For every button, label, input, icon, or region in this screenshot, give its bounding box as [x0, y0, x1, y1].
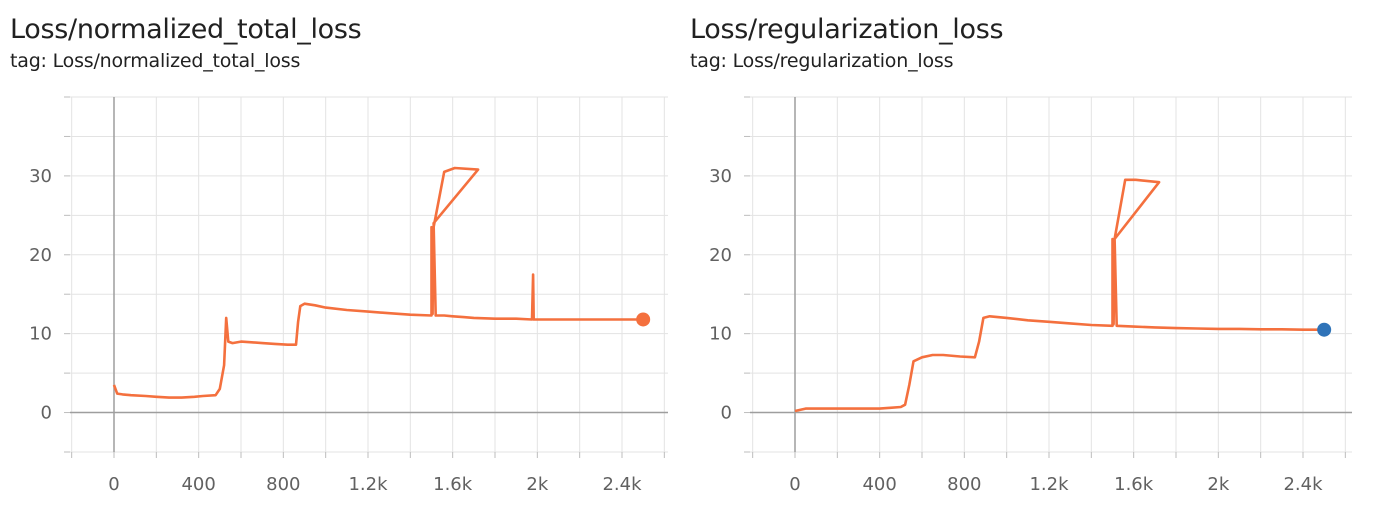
x-tick-label: 1.2k — [1029, 474, 1069, 495]
series-line — [794, 178, 1325, 413]
x-tick-label: 1.6k — [1114, 474, 1154, 495]
chart-tag: tag: Loss/regularization_loss — [690, 50, 954, 72]
x-tick-label: 0 — [108, 474, 119, 495]
y-tick-label: 30 — [709, 166, 732, 187]
y-tick-label: 30 — [29, 166, 52, 187]
series-end-point — [1317, 322, 1332, 337]
chart-title: Loss/normalized_total_loss — [10, 14, 362, 45]
x-tick-label: 2k — [1207, 474, 1229, 495]
x-tick-label: 1.2k — [348, 474, 388, 495]
x-tick-label: 2.4k — [1283, 474, 1323, 495]
y-tick-label: 20 — [29, 245, 52, 266]
x-tick-label: 1.6k — [433, 474, 473, 495]
chart-panel-regularization-loss: Loss/regularization_loss tag: Loss/regul… — [690, 0, 1398, 506]
series-raw-line — [794, 179, 1325, 412]
chart-panel-normalized-total-loss: Loss/normalized_total_loss tag: Loss/nor… — [0, 0, 690, 506]
y-tick-label: 0 — [41, 403, 52, 424]
y-tick-label: 10 — [709, 324, 732, 345]
x-tick-label: 800 — [266, 474, 300, 495]
x-tick-label: 400 — [862, 474, 896, 495]
series-raw-line — [113, 167, 644, 399]
x-tick-label: 2.4k — [602, 474, 642, 495]
y-tick-label: 20 — [709, 245, 732, 266]
chart-tag: tag: Loss/normalized_total_loss — [10, 50, 301, 72]
grid — [750, 96, 1352, 453]
line-chart-regularization-loss[interactable]: 0 400 800 1.2k 1.6k 2k 2.4k 0 10 20 30 — [690, 0, 1398, 506]
x-tick-label: 800 — [947, 474, 981, 495]
y-tick-label: 10 — [29, 324, 52, 345]
x-tick-label: 2k — [526, 474, 548, 495]
series-end-point — [636, 312, 651, 327]
x-tick-label: 400 — [181, 474, 215, 495]
grid — [70, 96, 668, 453]
y-tick-label: 0 — [721, 403, 732, 424]
x-tick-label: 0 — [789, 474, 800, 495]
line-chart-normalized-total-loss[interactable]: 0 400 800 1.2k 1.6k 2k 2.4k 0 10 20 30 — [0, 0, 690, 506]
chart-title: Loss/regularization_loss — [690, 14, 1004, 45]
series-line — [112, 166, 644, 399]
